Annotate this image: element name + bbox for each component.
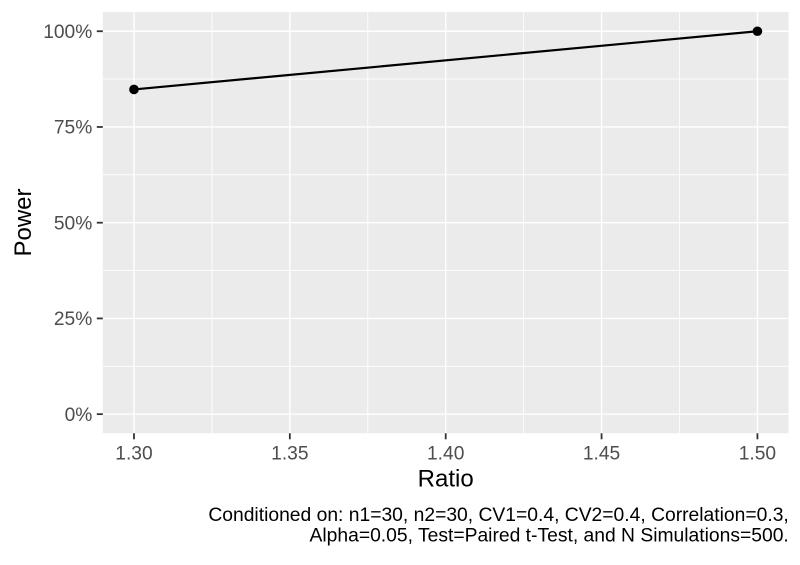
svg-text:Conditioned on: n1=30, n2=30,: Conditioned on: n1=30, n2=30, CV1=0.4, C… <box>208 505 788 526</box>
svg-text:Alpha=0.05, Test=Paired t-Test: Alpha=0.05, Test=Paired t-Test, and N Si… <box>310 526 789 547</box>
svg-text:100%: 100% <box>43 22 92 43</box>
svg-text:50%: 50% <box>54 213 92 234</box>
svg-text:1.50: 1.50 <box>739 444 776 465</box>
svg-text:1.40: 1.40 <box>427 444 464 465</box>
svg-text:1.30: 1.30 <box>115 444 152 465</box>
svg-text:Ratio: Ratio <box>418 466 474 493</box>
svg-text:1.35: 1.35 <box>271 444 308 465</box>
svg-text:1.45: 1.45 <box>583 444 620 465</box>
svg-text:Power: Power <box>10 188 37 256</box>
svg-text:75%: 75% <box>54 118 92 139</box>
svg-text:0%: 0% <box>65 405 93 426</box>
svg-text:25%: 25% <box>54 309 92 330</box>
